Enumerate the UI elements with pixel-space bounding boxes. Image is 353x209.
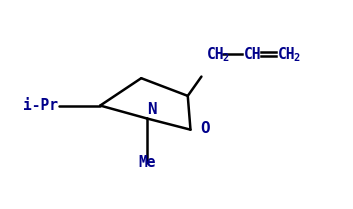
Text: 2: 2 bbox=[293, 53, 299, 63]
Text: i-Pr: i-Pr bbox=[23, 98, 58, 113]
Text: CH: CH bbox=[244, 47, 261, 61]
Text: 2: 2 bbox=[222, 53, 228, 63]
Text: Me: Me bbox=[138, 155, 155, 170]
Text: O: O bbox=[201, 121, 210, 136]
Text: CH: CH bbox=[207, 47, 225, 61]
Text: N: N bbox=[147, 102, 157, 117]
Text: CH: CH bbox=[278, 47, 295, 61]
